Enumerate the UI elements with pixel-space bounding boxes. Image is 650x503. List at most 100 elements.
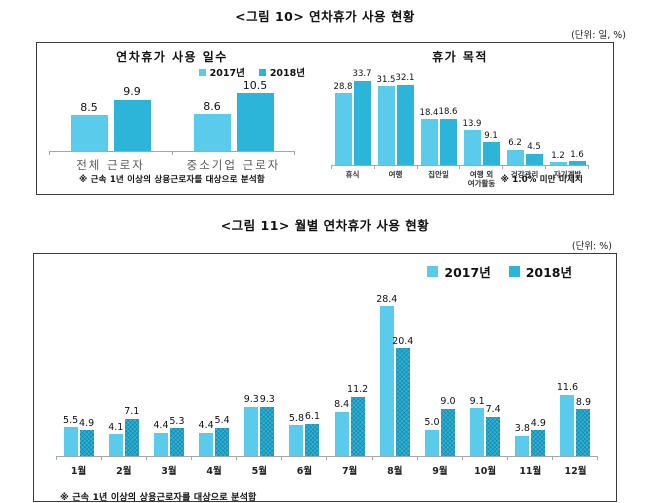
bar-column-2017년: 5.8 [288, 412, 304, 456]
value-label: 8.4 [334, 399, 350, 411]
bar-group: 6.2 4.5 [503, 138, 546, 165]
category-label: 2월 [116, 466, 132, 477]
value-label: 5.3 [169, 415, 185, 427]
axis-tick [147, 457, 193, 460]
bar-group: 28.8 33.7 [331, 70, 374, 165]
bar-2017년 [420, 119, 438, 165]
bar-2017년 [379, 306, 394, 456]
value-label: 8.9 [575, 396, 592, 408]
axis-ticks [56, 457, 598, 460]
value-label: 4.9 [79, 417, 95, 429]
bar-2017년 [289, 425, 304, 456]
category-label: 5월 [251, 466, 267, 477]
value-label: 5.8 [288, 412, 304, 424]
category-axis: 휴식 여행 집안일 여행 외 여가활동 건강관리 자기계발 [331, 169, 589, 189]
bar-column-2018년: 18.6 [438, 107, 458, 165]
bar-column-2018년: 5.4 [215, 415, 230, 456]
axis-tick [331, 166, 375, 169]
bar-column-2018년: 20.4 [392, 336, 413, 456]
bar-2017년 [560, 394, 575, 456]
axis-tick [503, 166, 547, 169]
category-label: 9월 [432, 466, 448, 477]
value-label: 7.4 [485, 404, 501, 416]
value-label: 4.5 [527, 142, 541, 153]
bar-column-2018년: 9.0 [440, 396, 456, 456]
axis-tick [460, 166, 504, 169]
legend-item-2018: 2018년 [508, 262, 572, 281]
bar-group: 3.8 4.9 [508, 418, 553, 456]
bar-2018년 [440, 408, 455, 456]
figure10-legend: 2017년 2018년 [37, 65, 307, 79]
bar-group: 31.5 32.1 [374, 74, 417, 165]
value-label: 8.5 [80, 101, 98, 115]
days-chart-footnote: ※ 근속 1년 이상의 상용근로자를 대상으로 분석함 [79, 175, 265, 185]
bar-2017년 [63, 427, 78, 456]
value-label: 9.9 [123, 85, 141, 99]
axis-tick [373, 457, 418, 460]
bar-2018년 [113, 99, 151, 151]
value-label: 1.6 [570, 149, 584, 160]
bar-column-2017년: 13.9 [463, 119, 481, 165]
figure11-footnote: ※ 근속 1년 이상의 상용근로자를 대상으로 분석함 [60, 493, 257, 503]
bar-2018년 [568, 161, 586, 165]
plot-area: 8.5 9.9 8.6 10.5 [49, 79, 295, 152]
axis-tick [56, 457, 103, 460]
bar-column-2017년: 8.6 [193, 100, 231, 151]
value-label: 32.1 [395, 73, 415, 84]
bar-2017년 [108, 434, 123, 456]
bar-2017년 [153, 432, 168, 456]
bar-column-2018년: 9.9 [113, 85, 151, 151]
bar-group: 5.8 6.1 [282, 411, 327, 456]
legend-item-2017: 2017년 [198, 65, 245, 79]
axis-ticks [49, 152, 295, 155]
bar-column-2018년: 8.9 [575, 396, 592, 456]
category-label: 여행 [388, 170, 403, 179]
bar-2017년 [463, 130, 481, 165]
value-label: 3.8 [514, 423, 530, 435]
bar-2017년 [199, 432, 214, 456]
bar-column-2017년: 11.6 [557, 382, 578, 456]
category-label: 12월 [564, 466, 587, 477]
bar-column-2017년: 5.0 [424, 417, 440, 456]
bar-column-2017년: 5.5 [63, 415, 78, 456]
bar-column-2017년: 6.2 [506, 138, 524, 165]
value-label: 9.3 [243, 394, 259, 406]
bar-column-2018년: 1.6 [568, 149, 586, 165]
value-label: 28.4 [376, 293, 398, 305]
bar-group: 13.9 9.1 [460, 119, 503, 165]
bar-group: 4.1 7.1 [101, 406, 146, 456]
legend-item-2018: 2018년 [258, 65, 305, 79]
bar-column-2018년: 7.1 [124, 406, 139, 456]
bar-column-2018년: 5.3 [169, 415, 185, 456]
bar-2017년 [334, 411, 349, 456]
bar-column-2018년: 10.5 [236, 79, 274, 151]
value-label: 11.6 [556, 382, 579, 394]
bar-group: 9.1 7.4 [463, 396, 508, 456]
bar-2018년 [439, 118, 457, 165]
axis-ticks [331, 166, 589, 169]
value-label: 20.4 [392, 335, 414, 347]
legend-swatch-2018 [508, 265, 520, 277]
bar-2017년 [377, 86, 395, 165]
value-label: 5.0 [424, 417, 440, 429]
category-label: 중소기업 근로자 [186, 158, 281, 172]
category-label: 여행 외 여가활동 [467, 170, 496, 189]
bar-group: 18.4 18.6 [417, 107, 460, 165]
bar-column-2018년: 4.5 [525, 142, 543, 165]
value-label: 18.6 [438, 107, 458, 118]
figure10-chart-box: 연차휴가 사용 일수 2017년 2018년 8.5 9.9 8.6 10.5 전체 근… [36, 42, 614, 195]
axis-tick [282, 457, 328, 460]
days-bar-chart: 8.5 9.9 8.6 10.5 전체 근로자 중소기업 근로자 [37, 79, 307, 173]
bar-group: 11.6 8.9 [553, 382, 598, 456]
category-label: 자기계발 [553, 170, 582, 179]
bar-column-2018년: 6.1 [305, 411, 320, 456]
bar-column-2017년: 1.2 [549, 151, 567, 165]
bar-group: 28.4 20.4 [372, 293, 417, 456]
bar-group: 8.5 9.9 [49, 86, 172, 151]
bar-column-2017년: 8.5 [70, 101, 108, 151]
bar-2018년 [124, 418, 139, 456]
legend-item-2017: 2017년 [427, 262, 491, 281]
legend-swatch-2018 [258, 68, 266, 76]
bar-2017년 [506, 149, 524, 165]
